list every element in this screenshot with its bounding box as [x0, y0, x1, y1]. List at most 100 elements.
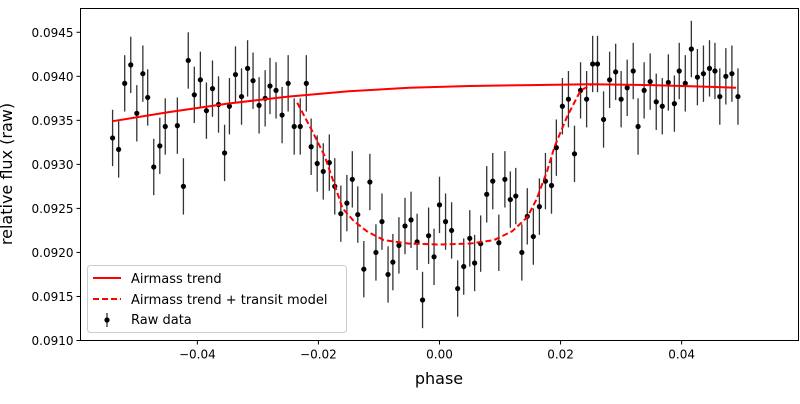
- data-point: [174, 97, 180, 154]
- airmass-trend-line: [112, 83, 737, 123]
- x-tick-label: 0.04: [668, 348, 695, 362]
- data-point: [134, 85, 140, 142]
- data-marker: [682, 80, 688, 86]
- data-marker: [436, 202, 443, 208]
- data-point: [285, 55, 291, 112]
- data-point: [478, 215, 484, 272]
- data-point: [496, 214, 502, 271]
- y-tick-label: 0.0930: [32, 158, 74, 172]
- data-point: [314, 135, 320, 192]
- data-point: [618, 71, 624, 128]
- data-point: [682, 55, 688, 112]
- data-marker: [122, 80, 128, 86]
- data-marker: [641, 87, 647, 93]
- legend-label-trend: Airmass trend: [131, 272, 222, 287]
- data-marker: [559, 103, 565, 109]
- data-marker: [134, 110, 140, 116]
- data-point: [729, 45, 735, 102]
- data-point: [109, 109, 116, 167]
- y-tick-label: 0.0910: [32, 334, 74, 348]
- x-tick-label: 0.02: [547, 348, 574, 362]
- transit-model-line: [296, 84, 592, 246]
- x-tick-label: −0.02: [300, 348, 337, 362]
- y-tick-label: 0.0915: [32, 290, 74, 304]
- data-point: [338, 185, 344, 242]
- data-marker: [191, 92, 197, 98]
- data-marker: [442, 219, 449, 225]
- data-marker: [735, 93, 741, 100]
- data-marker: [548, 182, 555, 189]
- data-point: [203, 82, 210, 139]
- data-marker: [145, 94, 151, 101]
- data-point: [607, 51, 613, 109]
- data-marker: [507, 196, 513, 203]
- data-marker: [565, 96, 572, 102]
- data-marker: [314, 160, 320, 167]
- legend-data-marker: [104, 317, 110, 323]
- data-marker: [285, 80, 291, 86]
- data-marker: [496, 240, 502, 246]
- data-marker: [490, 178, 496, 184]
- data-marker: [209, 86, 216, 92]
- data-point: [373, 224, 379, 281]
- data-point: [390, 233, 396, 291]
- data-point: [238, 68, 245, 125]
- data-marker: [379, 219, 385, 225]
- data-marker: [449, 227, 455, 234]
- data-point: [490, 152, 496, 210]
- data-marker: [723, 73, 729, 79]
- data-point: [355, 186, 361, 243]
- data-marker: [402, 223, 408, 229]
- data-marker: [367, 179, 373, 185]
- data-marker: [151, 164, 157, 170]
- data-marker: [712, 68, 718, 74]
- data-point: [185, 32, 191, 89]
- data-point: [455, 260, 461, 317]
- data-marker: [185, 57, 191, 64]
- y-axis-label: relative flux (raw): [0, 103, 16, 245]
- data-marker: [584, 96, 590, 102]
- data-point: [191, 66, 197, 123]
- legend: Airmass trend Airmass trend + transit mo…: [87, 265, 347, 333]
- data-point: [590, 35, 596, 93]
- data-point: [226, 78, 233, 135]
- data-point: [349, 151, 355, 208]
- data-marker: [502, 176, 508, 182]
- data-point: [419, 271, 426, 329]
- data-point: [671, 75, 677, 132]
- data-point: [116, 121, 122, 178]
- data-marker: [694, 74, 700, 80]
- data-point: [594, 35, 601, 93]
- data-marker: [717, 93, 723, 100]
- data-point: [735, 68, 741, 125]
- data-point: [676, 42, 682, 100]
- data-point: [513, 167, 519, 225]
- data-marker: [659, 103, 665, 109]
- data-point: [565, 71, 572, 128]
- data-marker: [109, 135, 116, 141]
- data-marker: [238, 93, 245, 100]
- data-marker: [688, 46, 694, 52]
- data-marker: [624, 85, 630, 91]
- data-point: [344, 174, 350, 232]
- data-marker: [256, 102, 262, 108]
- data-point: [635, 98, 641, 155]
- data-marker: [226, 103, 233, 109]
- data-point: [273, 62, 279, 119]
- data-point: [484, 166, 490, 223]
- y-tick-label: 0.0935: [32, 114, 74, 128]
- data-marker: [519, 249, 525, 256]
- data-marker: [116, 146, 122, 153]
- data-point: [712, 42, 718, 100]
- data-point: [402, 197, 408, 255]
- data-marker: [613, 69, 619, 75]
- data-marker: [373, 249, 379, 256]
- data-point: [507, 171, 513, 228]
- data-point: [472, 234, 478, 292]
- data-marker: [530, 233, 536, 240]
- data-point: [436, 176, 443, 234]
- data-marker: [729, 71, 735, 77]
- data-marker: [706, 65, 713, 71]
- data-marker: [635, 123, 641, 130]
- data-marker: [162, 123, 168, 130]
